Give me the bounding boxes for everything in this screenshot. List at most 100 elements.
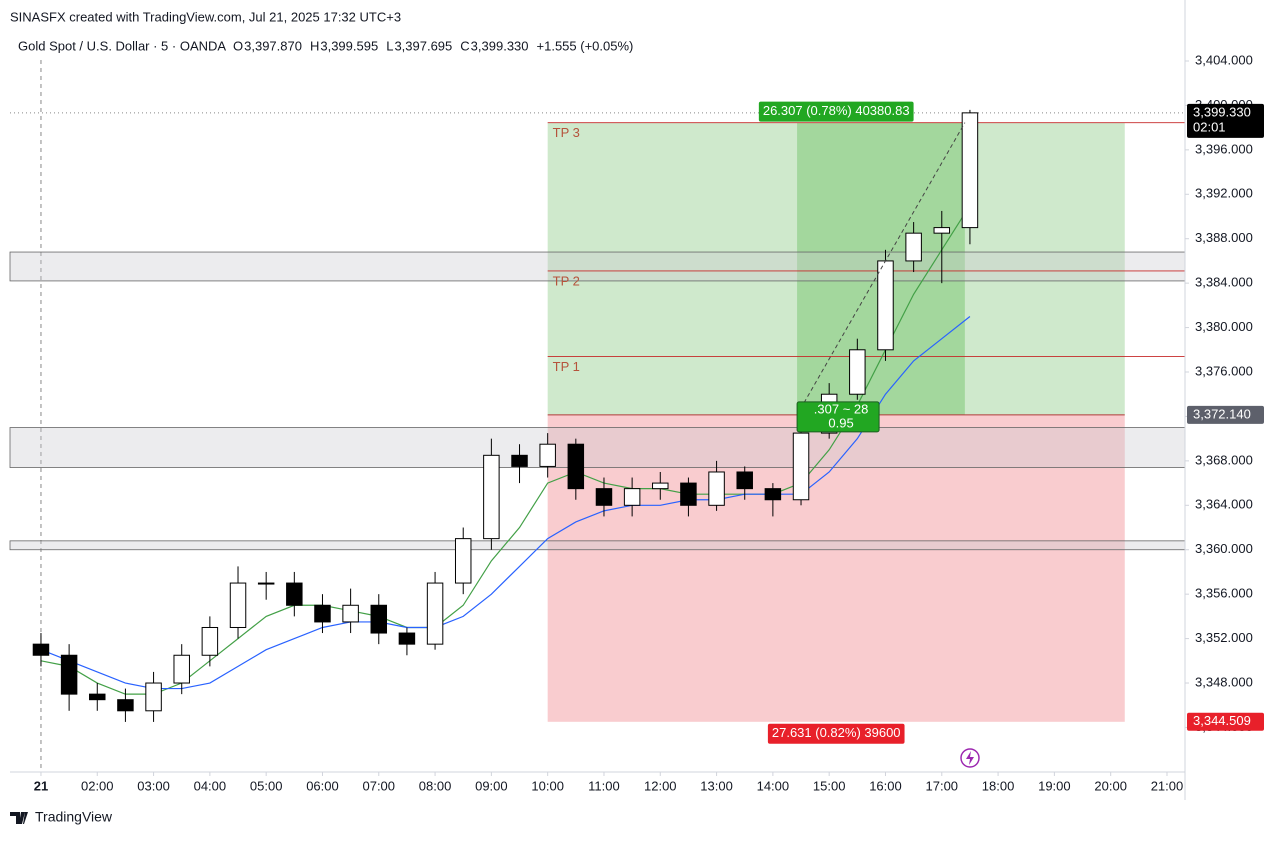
y-tick-label: 3,376.000 [1195,363,1253,378]
y-tick-label: 3,396.000 [1195,141,1253,156]
candle-body [483,454,500,540]
legend-value: 3,397.870 [244,38,302,53]
legend-key: H [310,38,319,53]
countdown: 02:01 [1193,119,1226,134]
candle-body [708,471,725,506]
y-tick-label: 3,392.000 [1195,186,1253,201]
trade-path [796,122,966,416]
x-tick-label: 14:00 [757,778,790,793]
take-profit-label: TP 3 [553,125,580,140]
y-tick-label: 3,352.000 [1195,630,1253,645]
zone [9,251,1186,282]
y-tick-label: 3,380.000 [1195,319,1253,334]
ratio-box [796,401,880,433]
x-tick-label: 10:00 [531,778,564,793]
x-tick-label: 09:00 [475,778,508,793]
x-tick-label: 20:00 [1094,778,1127,793]
candle-body [32,643,50,656]
y-tick-label: 3,356.000 [1195,586,1253,601]
x-tick-label: 21:00 [1151,778,1184,793]
x-tick-label: 12:00 [644,778,677,793]
header: SINASFX created with TradingView.com, Ju… [10,9,401,24]
background-layer: 3,404.0003,400.0003,396.0003,392.0003,38… [9,52,1253,793]
candle-body [764,488,782,501]
overlay-layer: O 3,397.870 H 3,399.595 L 3,397.695 C 3,399.330… [233,38,1264,744]
legend-change: +1.555 (+0.05%) [537,38,634,53]
candle-body [145,682,162,712]
x-tick-label: 11:00 [588,778,620,793]
y-tick-label: 3,404.000 [1195,52,1253,67]
y-tick-label: 3,368.000 [1195,452,1253,467]
candle-body [342,604,359,623]
price-tag [1187,103,1264,138]
candle-body [426,582,444,645]
legend-key: L [386,38,393,53]
candle-body [595,488,613,506]
alert-bolt [966,751,974,765]
legend-key: O [233,38,243,53]
candle-body [370,604,388,634]
candle-body [623,488,641,506]
x-tick-label: 19:00 [1038,778,1071,793]
candle-body [314,604,331,623]
candle-body [736,471,753,490]
candle-body [905,232,922,262]
zone [9,427,1186,468]
x-tick-label: 07:00 [362,778,395,793]
legend-value: 3,399.330 [471,38,529,53]
candle-body [60,654,78,695]
brand: TradingView [35,809,113,825]
price-tag [1187,712,1264,731]
candle-body [680,482,697,506]
price-tag-label: 3,399.330 [1193,104,1251,119]
moving-average [40,205,971,695]
x-tick-label: 03:00 [137,778,170,793]
price-tag-label: 3,344.509 [1193,713,1251,728]
legend-value: 3,397.695 [394,38,452,53]
candle-body [286,582,303,606]
candle-body [849,349,866,395]
stop-label: 27.631 (0.82%) 39600 [772,725,901,740]
take-profit-label: TP 1 [553,359,580,374]
y-tick-label: 3,364.000 [1195,497,1253,512]
candle-body [567,443,585,490]
x-tick-label: 02:00 [81,778,114,793]
alert-circle [960,748,980,768]
y-tick-label: 3,348.000 [1195,674,1253,689]
x-tick-label: 08:00 [419,778,452,793]
logo-icon [10,812,28,824]
candle-body [539,443,556,467]
x-tick-label: 21 [34,778,48,793]
price-tag-label: 3,372.140 [1193,406,1251,421]
x-tick-label: 15:00 [813,778,846,793]
stop-label-bg [767,723,905,744]
candle-body [89,693,106,701]
x-tick-label: 06:00 [306,778,339,793]
zone [9,540,1186,551]
price-tag [1187,405,1264,424]
alert-icon [960,748,980,768]
candle-body [229,582,247,628]
ratio-line-1: .307 ~ 28 [814,401,869,416]
x-tick-label: 04:00 [194,778,227,793]
candle-body [201,626,219,656]
y-tick-label: 3,388.000 [1195,230,1253,245]
ratio-line-2: 0.95 [828,415,853,430]
target-label-bg [758,101,914,122]
legend-value: 3,399.595 [320,38,378,53]
candle-body [792,432,810,501]
candle-body [652,482,669,490]
x-tick-label: 16:00 [869,778,902,793]
symbol: Gold Spot / U.S. Dollar · 5 · OANDA [18,38,226,53]
x-tick-label: 05:00 [250,778,283,793]
y-tick-label: 3,360.000 [1195,541,1253,556]
take-profit-label: TP 2 [553,273,580,288]
x-tick-label: 13:00 [700,778,733,793]
candle-body [257,582,275,585]
legend-key: C [460,38,469,53]
candle-body [511,454,528,467]
candle-body [933,227,951,234]
y-tick-label: 3,384.000 [1195,275,1253,290]
loss-zone [547,414,1125,722]
candle-body [877,260,894,351]
